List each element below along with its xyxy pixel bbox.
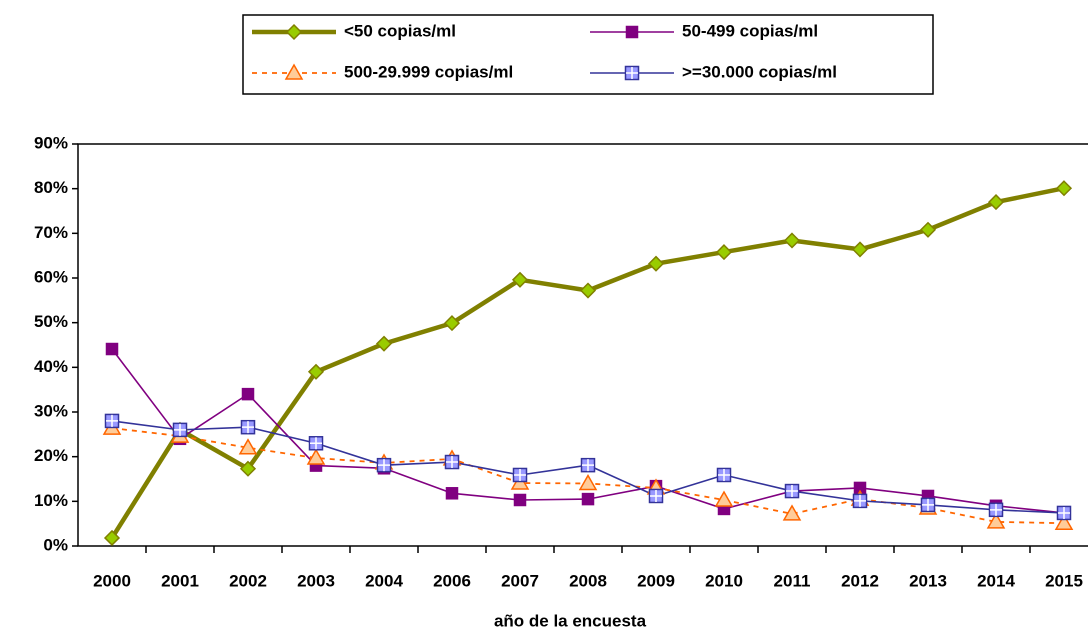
x-tick-label: 2006 xyxy=(433,571,471,590)
marker xyxy=(105,342,119,356)
x-tick-label: 2015 xyxy=(1045,571,1083,590)
x-tick-label: 2013 xyxy=(909,571,947,590)
marker xyxy=(579,282,597,299)
y-tick-label: 0% xyxy=(43,535,68,554)
x-tick-label: 2011 xyxy=(774,571,811,590)
marker xyxy=(238,438,258,455)
x-tick-label: 2007 xyxy=(501,571,539,590)
marker-cross xyxy=(514,468,526,481)
marker xyxy=(376,457,392,473)
marker xyxy=(1056,505,1072,521)
marker xyxy=(513,493,527,507)
marker xyxy=(578,473,598,491)
legend-label: 500-29.999 copias/ml xyxy=(344,62,513,81)
marker xyxy=(308,436,324,451)
x-tick-label: 2009 xyxy=(637,571,675,590)
y-tick-label: 30% xyxy=(34,401,68,420)
marker xyxy=(852,493,868,509)
marker-cross xyxy=(174,423,186,436)
marker-cross xyxy=(854,494,866,507)
marker xyxy=(511,271,529,288)
legend-label: <50 copias/ml xyxy=(344,21,456,40)
marker xyxy=(986,512,1006,529)
x-axis-title: año de la encuesta xyxy=(494,611,647,630)
y-tick-label: 90% xyxy=(34,133,68,152)
marker xyxy=(512,467,528,483)
marker xyxy=(782,504,802,521)
marker-cross xyxy=(310,437,322,450)
marker xyxy=(714,490,734,507)
marker xyxy=(284,63,304,80)
legend-label: 50-499 copias/ml xyxy=(682,21,818,40)
marker xyxy=(443,315,461,332)
marker xyxy=(581,492,595,506)
marker xyxy=(784,483,800,499)
x-tick-label: 2014 xyxy=(977,571,1015,590)
marker xyxy=(580,457,596,473)
marker xyxy=(172,422,188,438)
marker xyxy=(851,241,869,258)
marker xyxy=(240,419,256,435)
marker xyxy=(285,23,303,41)
y-tick-label: 20% xyxy=(34,446,68,465)
marker xyxy=(920,497,936,513)
marker xyxy=(444,454,460,470)
marker-cross xyxy=(242,421,254,434)
marker xyxy=(307,363,325,380)
x-tick-label: 2004 xyxy=(365,571,403,590)
marker-cross xyxy=(922,498,934,511)
y-tick-label: 50% xyxy=(34,312,68,331)
marker-cross xyxy=(650,489,662,502)
marker-cross xyxy=(106,414,118,427)
marker-cross xyxy=(786,485,798,498)
marker-cross xyxy=(626,67,638,79)
x-tick-label: 2001 xyxy=(161,571,199,590)
marker-cross xyxy=(718,468,730,481)
marker xyxy=(104,413,120,429)
marker-cross xyxy=(582,459,594,472)
x-tick-label: 2012 xyxy=(841,571,879,590)
marker-cross xyxy=(1058,506,1070,519)
marker xyxy=(445,487,459,500)
marker xyxy=(239,460,257,477)
marker xyxy=(375,335,393,352)
y-tick-label: 70% xyxy=(34,223,68,242)
x-tick-label: 2008 xyxy=(569,571,607,590)
marker-cross xyxy=(446,456,458,469)
marker-cross xyxy=(990,503,1002,516)
marker xyxy=(919,221,937,238)
marker xyxy=(1055,180,1073,197)
marker xyxy=(648,488,664,504)
y-tick-label: 40% xyxy=(34,357,68,376)
legend-label: >=30.000 copias/ml xyxy=(682,62,837,81)
marker xyxy=(103,529,121,547)
marker xyxy=(624,65,640,81)
x-tick-label: 2010 xyxy=(705,571,743,590)
x-tick-label: 2003 xyxy=(297,571,335,590)
y-tick-label: 60% xyxy=(34,267,68,286)
marker xyxy=(715,244,733,261)
y-tick-label: 80% xyxy=(34,178,68,197)
marker xyxy=(987,194,1005,211)
marker xyxy=(647,255,665,272)
marker xyxy=(625,25,639,39)
legend-box xyxy=(242,14,934,95)
marker xyxy=(306,448,326,465)
marker xyxy=(1054,513,1074,530)
marker xyxy=(988,502,1004,518)
y-tick-label: 10% xyxy=(34,491,68,510)
marker xyxy=(241,387,255,401)
plot-frame xyxy=(77,143,1088,547)
x-tick-label: 2002 xyxy=(229,571,267,590)
marker xyxy=(783,232,801,249)
marker-cross xyxy=(378,459,390,472)
marker xyxy=(716,467,732,483)
x-tick-label: 2000 xyxy=(93,571,131,590)
